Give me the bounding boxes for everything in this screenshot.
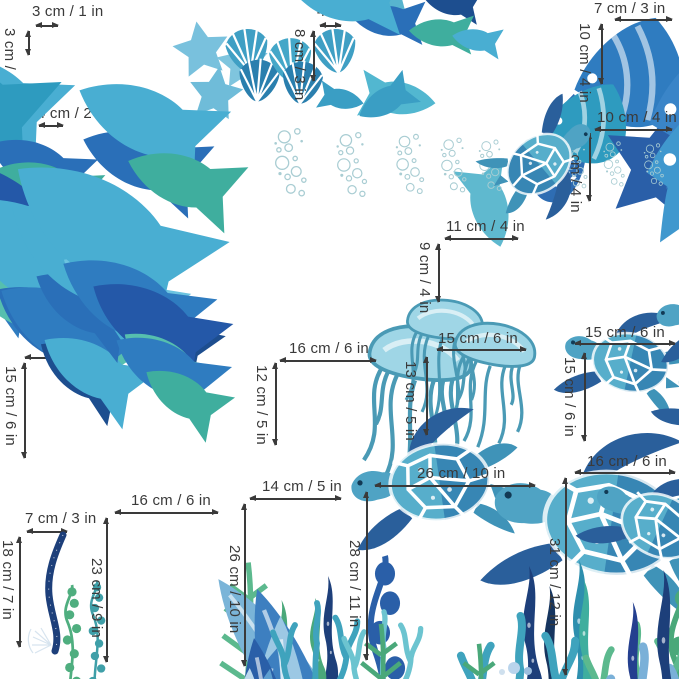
width-arrow xyxy=(614,16,673,22)
fan-flower-icon xyxy=(27,627,52,654)
width-arrow xyxy=(35,22,59,28)
seaweed-starfish-cluster-art xyxy=(455,514,679,679)
turtle-small-art xyxy=(466,89,621,240)
kelp-blade-icon xyxy=(623,602,645,679)
height-arrow xyxy=(423,356,429,436)
width-label: 26 cm / 10 in xyxy=(417,465,506,482)
width-arrow xyxy=(574,340,676,346)
width-arrow xyxy=(374,482,536,488)
width-arrow xyxy=(319,22,342,28)
turtle-trio-art xyxy=(552,251,679,497)
height-arrow xyxy=(435,243,441,303)
height-label: 13 cm / 5 in xyxy=(402,361,419,441)
height-arrow xyxy=(103,517,109,663)
height-label: 23 cm / 9 in xyxy=(88,558,105,638)
bubbles-icon xyxy=(335,132,368,197)
width-label: 3 cm / 1 in xyxy=(32,3,104,20)
width-arrow xyxy=(444,235,519,241)
width-arrow xyxy=(26,528,68,534)
height-label: 12 cm / 5 in xyxy=(253,365,270,445)
height-label: 31 cm / 12 in xyxy=(546,538,563,627)
seaweed-tall-cluster-art xyxy=(623,570,678,679)
turtle-medium-2-art xyxy=(478,410,679,622)
shell-fish-seahorse-strip-art xyxy=(293,0,679,254)
turtle-medium-1-art xyxy=(338,399,531,557)
width-label: 7 cm / 3 in xyxy=(594,0,666,17)
angelfish-trio-art xyxy=(638,30,679,245)
turtle-large-art xyxy=(572,443,679,600)
width-arrow xyxy=(114,509,219,515)
width-label: 16 cm / 6 in xyxy=(131,492,211,509)
bubbles-icon xyxy=(273,128,307,197)
height-arrow xyxy=(310,30,316,82)
height-arrow xyxy=(562,477,568,676)
height-label: 10 cm / 4 in xyxy=(576,23,593,103)
height-arrow xyxy=(363,491,369,661)
height-arrow xyxy=(598,23,604,85)
fish-school-art xyxy=(0,98,236,443)
seaweed-sprig-art xyxy=(27,531,106,679)
starfish-icon xyxy=(169,16,234,79)
height-arrow xyxy=(16,536,22,648)
bubbles-icon xyxy=(440,137,467,193)
height-arrow xyxy=(241,503,247,667)
kelp-blade-icon xyxy=(320,576,339,679)
starfish-shell-strip-art xyxy=(169,16,439,127)
height-label: 15 cm / 6 in xyxy=(561,357,578,437)
seaweed-blade xyxy=(45,531,67,655)
seaweed-cluster-small-art xyxy=(131,561,375,679)
width-arrow xyxy=(594,126,673,132)
height-arrow xyxy=(25,30,31,56)
width-label: 14 cm / 5 in xyxy=(262,478,342,495)
bubbles-icon xyxy=(395,133,425,195)
width-arrow xyxy=(436,346,527,352)
height-arrow xyxy=(586,132,592,202)
width-label: 15 cm / 6 in xyxy=(585,324,665,341)
width-label: 11 cm / 4 in xyxy=(446,218,525,235)
width-label: 16 cm / 6 in xyxy=(587,453,667,470)
height-label: 15 cm / 6 in xyxy=(2,366,19,446)
width-label: 10 cm / 4 in xyxy=(597,109,677,126)
seaweed-shell-cluster-art xyxy=(272,554,422,679)
width-arrow xyxy=(38,122,64,128)
height-label: 9 cm / 4 in xyxy=(416,242,433,314)
bead-weed-icon xyxy=(62,584,82,679)
height-arrow xyxy=(581,352,587,442)
width-arrow xyxy=(279,357,377,363)
height-arrow xyxy=(272,362,278,446)
width-label: 7 cm / 3 in xyxy=(25,510,97,527)
height-label: 8 cm / 3 in xyxy=(291,29,308,101)
height-arrow xyxy=(21,362,27,459)
height-label: 18 cm / 7 in xyxy=(0,540,16,620)
width-arrow xyxy=(249,495,342,501)
height-label: 26 cm / 10 in xyxy=(226,545,243,634)
width-label: 15 cm / 6 in xyxy=(438,330,518,347)
width-arrow xyxy=(574,469,676,475)
height-label: 28 cm / 11 in xyxy=(346,540,363,628)
width-label: 16 cm / 6 in xyxy=(289,340,369,357)
kelp-blade-icon xyxy=(652,570,678,679)
pebbles xyxy=(499,662,532,675)
